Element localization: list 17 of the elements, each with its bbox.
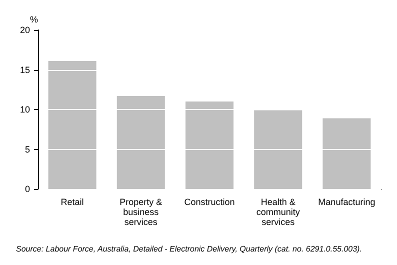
x-tick-label: Health & community services bbox=[256, 197, 300, 227]
y-tick-label: 5 bbox=[24, 144, 30, 154]
source-note: Source: Labour Force, Australia, Detailed - Electronic Delivery, Quarterly (cat. no. 6291.0.55.003). bbox=[16, 244, 362, 254]
x-tick-label: Retail bbox=[60, 197, 84, 207]
bar bbox=[322, 118, 371, 189]
bar bbox=[185, 102, 234, 189]
y-tick-label: 10 bbox=[20, 104, 30, 114]
x-tick-label: Property & business services bbox=[120, 197, 162, 227]
x-tick-label: Construction bbox=[184, 197, 235, 207]
bar bbox=[116, 96, 165, 189]
y-tick-label: 20 bbox=[20, 25, 30, 35]
bar bbox=[48, 61, 96, 189]
y-tick-label: 0 bbox=[24, 184, 30, 194]
x-tick-label: Manufacturing bbox=[318, 197, 376, 207]
y-axis-title: % bbox=[30, 14, 38, 24]
y-tick-label: 15 bbox=[20, 64, 30, 75]
bar bbox=[254, 110, 302, 189]
